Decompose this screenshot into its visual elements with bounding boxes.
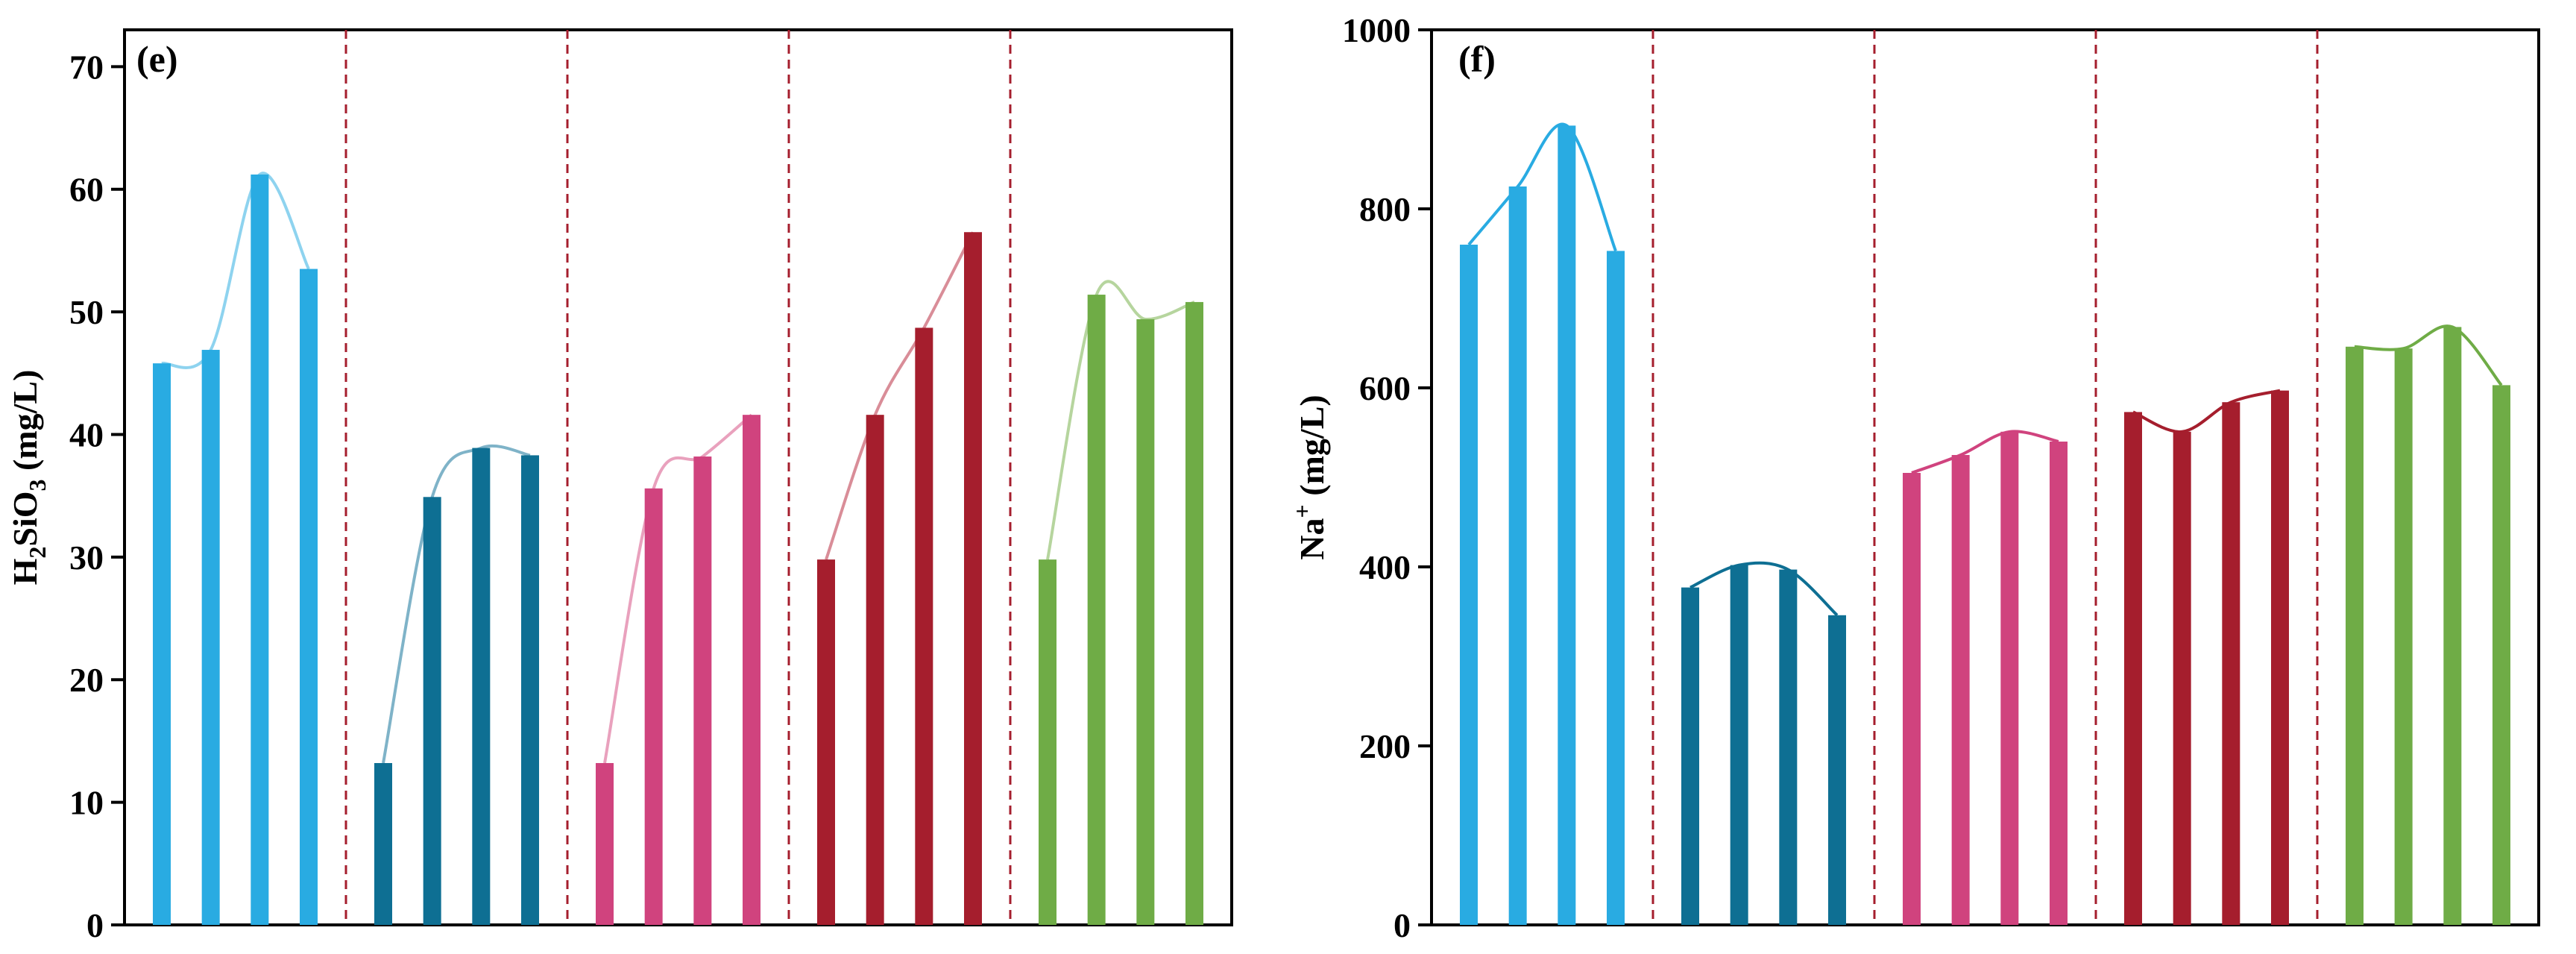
trend-curve-e-g3 (603, 413, 753, 764)
bar-e-g1-3 (251, 174, 269, 925)
bar-f-g2-3 (1779, 569, 1798, 925)
bar-e-g4-3 (915, 327, 933, 926)
y-axis-title-e: H2SiO3 (mg/L) (6, 370, 51, 586)
bar-e-g1-2 (201, 350, 220, 925)
bar-e-g2-4 (521, 455, 539, 925)
bar-e-g4-4 (964, 232, 982, 925)
bar-f-g2-2 (1730, 565, 1748, 925)
bar-f-g2-4 (1828, 615, 1846, 925)
bar-e-g5-1 (1039, 559, 1056, 925)
y-axis-f: 0 200 400 600 800 1000 (1342, 11, 1432, 944)
trend-curve-f-g4 (2132, 389, 2281, 433)
trend-curves-e (161, 172, 1195, 764)
bar-f-g4-4 (2271, 390, 2289, 925)
bars-e (153, 174, 1203, 926)
bar-e-g3-2 (644, 488, 663, 925)
bar-e-g2-2 (423, 497, 441, 925)
y-tick-label-e-5: 50 (69, 293, 104, 331)
bar-e-g5-2 (1087, 295, 1106, 925)
trend-curve-e-g4 (825, 231, 974, 560)
panel-e: 0 10 20 30 40 50 60 70 (e) H2SiO3 (mg/L) (6, 28, 1233, 944)
bar-e-g2-3 (472, 448, 491, 925)
trend-curve-e-g2 (382, 444, 531, 764)
trend-curve-f-g3 (1911, 430, 2059, 474)
bar-f-g1-4 (1607, 251, 1625, 925)
plot-frame-f (1430, 28, 2540, 926)
y-tick-label-f-4: 800 (1359, 190, 1411, 228)
panel-label-f: (f) (1458, 38, 1496, 80)
y-tick-label-e-3: 30 (69, 539, 104, 577)
bar-f-g3-2 (1951, 455, 1970, 925)
y-tick-label-f-3: 600 (1359, 369, 1411, 407)
bar-e-g3-1 (596, 763, 614, 925)
y-tick-label-f-1: 200 (1359, 727, 1411, 765)
bar-f-g3-4 (2050, 442, 2068, 925)
bar-f-g4-2 (2173, 431, 2191, 925)
bar-e-g1-4 (300, 269, 318, 925)
bar-e-g3-4 (743, 415, 760, 925)
bar-f-g5-4 (2492, 385, 2510, 925)
trend-curve-f-g1 (1467, 122, 1617, 252)
trend-curve-f-g2 (1689, 561, 1839, 617)
y-axis-e: 0 10 20 30 40 50 60 70 (69, 48, 125, 944)
bar-f-g5-1 (2346, 346, 2364, 925)
y-tick-label-e-4: 40 (69, 415, 104, 454)
panel-f: 0 200 400 600 800 1000 (f) Na+ (mg/L) (1288, 11, 2540, 944)
bar-f-g4-3 (2222, 402, 2240, 925)
bar-f-g5-2 (2394, 348, 2413, 925)
y-tick-label-f-5: 1000 (1342, 11, 1411, 49)
bar-f-g1-2 (1508, 186, 1527, 925)
bar-e-g1-1 (153, 363, 171, 925)
bar-f-g3-1 (1903, 473, 1921, 925)
y-axis-title-f: Na+ (mg/L) (1288, 395, 1331, 559)
group-separators-f (1651, 30, 2319, 925)
panel-label-e: (e) (136, 38, 178, 80)
bar-e-g5-3 (1136, 318, 1155, 925)
bar-f-g4-1 (2124, 412, 2142, 925)
trend-curve-f-g5 (2354, 324, 2503, 386)
trend-curve-e-g1 (161, 172, 310, 369)
y-tick-label-e-0: 0 (86, 906, 104, 944)
bar-f-g1-3 (1558, 125, 1576, 925)
bar-e-g3-3 (693, 456, 712, 925)
bar-e-g2-1 (374, 763, 392, 925)
plot-frame-e (123, 28, 1233, 926)
trend-curve-e-g5 (1046, 280, 1195, 560)
y-tick-label-e-7: 70 (69, 48, 104, 86)
trend-curves-f (1467, 122, 2503, 617)
y-tick-label-f-0: 0 (1394, 906, 1411, 944)
y-tick-label-e-2: 20 (69, 661, 104, 699)
bar-e-g5-4 (1185, 301, 1203, 925)
bar-e-g4-2 (866, 415, 884, 925)
group-separators-e (344, 30, 1012, 925)
bars-f (1460, 125, 2510, 925)
bar-e-g4-1 (817, 559, 835, 925)
bar-f-g5-3 (2443, 327, 2462, 925)
bar-f-g3-3 (2000, 431, 2019, 925)
y-tick-label-f-2: 400 (1359, 548, 1411, 586)
y-tick-label-e-6: 60 (69, 171, 104, 209)
y-tick-label-e-1: 10 (69, 784, 104, 822)
bar-f-g2-1 (1681, 587, 1699, 925)
bar-f-g1-1 (1460, 245, 1478, 925)
